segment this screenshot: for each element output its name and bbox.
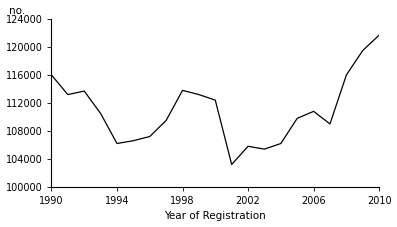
X-axis label: Year of Registration: Year of Registration xyxy=(164,211,266,222)
Text: no.: no. xyxy=(9,6,25,16)
